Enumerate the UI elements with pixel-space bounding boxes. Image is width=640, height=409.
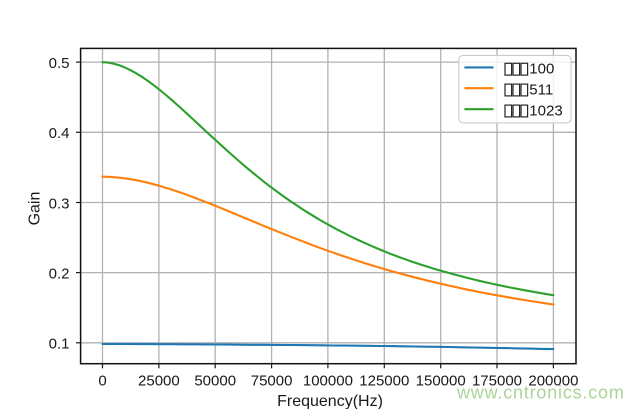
svg-text:0.2: 0.2 xyxy=(49,266,70,283)
svg-text:0.4: 0.4 xyxy=(49,125,70,142)
svg-text:0.1: 0.1 xyxy=(49,336,70,353)
svg-text:150000: 150000 xyxy=(416,373,466,390)
svg-text:Frequency(Hz): Frequency(Hz) xyxy=(277,393,383,409)
svg-text:75000: 75000 xyxy=(251,373,293,390)
svg-text:Gain: Gain xyxy=(27,192,44,226)
svg-text:100000: 100000 xyxy=(303,373,353,390)
svg-text:100: 100 xyxy=(529,61,554,78)
svg-text:1023: 1023 xyxy=(529,102,562,119)
svg-text:50000: 50000 xyxy=(194,373,236,390)
svg-text:25000: 25000 xyxy=(138,373,180,390)
svg-text:0.3: 0.3 xyxy=(49,195,70,212)
svg-text:175000: 175000 xyxy=(472,373,522,390)
svg-text:0: 0 xyxy=(98,373,106,390)
svg-text:200000: 200000 xyxy=(528,373,578,390)
svg-text:0.5: 0.5 xyxy=(49,55,70,72)
svg-text:511: 511 xyxy=(529,81,553,98)
svg-text:125000: 125000 xyxy=(359,373,409,390)
svg-text:www.cntronics.com: www.cntronics.com xyxy=(456,383,625,403)
